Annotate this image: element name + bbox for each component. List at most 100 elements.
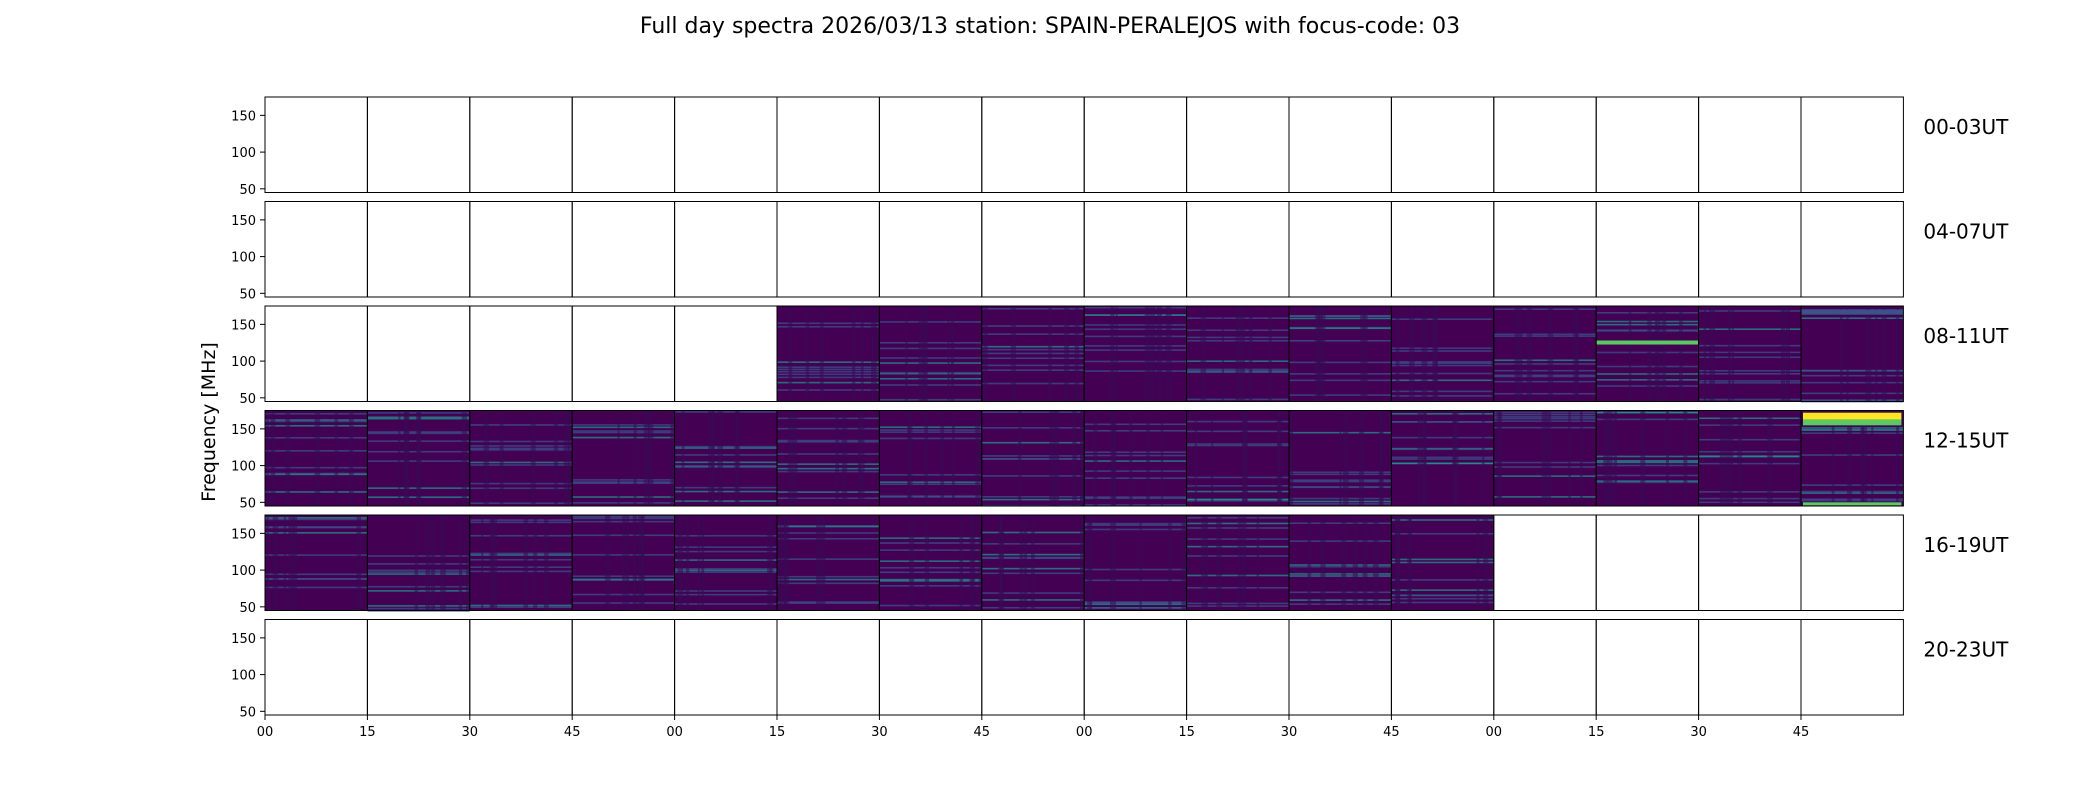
panel-frame — [1083, 619, 1188, 716]
spectrum-stripe — [819, 306, 824, 402]
spectrum-panel — [1800, 410, 1904, 507]
panel-frame — [1288, 201, 1392, 298]
spectrum-stripe — [1603, 410, 1609, 506]
spectrum-stripe — [1080, 515, 1086, 611]
spectrum-band — [469, 487, 573, 490]
spectrum-panel — [1595, 201, 1700, 298]
spectrum-band — [777, 601, 880, 603]
spectrum-stripe — [1496, 410, 1501, 506]
spectrum-band — [777, 417, 880, 420]
spectrum-stripe — [1080, 410, 1086, 506]
spectrum-band — [1596, 455, 1699, 458]
spectrum-band — [1084, 601, 1187, 603]
spectrum-band — [367, 607, 470, 610]
y-tick-label: 150 — [231, 423, 256, 438]
panel-frame — [1698, 619, 1802, 716]
spectrum-band — [265, 526, 368, 528]
spectrum-stripe — [1112, 410, 1117, 506]
spectrum-stripe — [1785, 306, 1790, 402]
spectrum-panel — [1595, 96, 1700, 193]
y-tick-label: 100 — [231, 355, 256, 370]
spectrum-panel — [1288, 305, 1392, 402]
spectrum-band — [1391, 594, 1494, 597]
spectrum-band — [879, 580, 982, 582]
spectrum-band — [777, 376, 880, 379]
spectrum-band — [777, 558, 880, 560]
spectrum-band — [572, 482, 675, 485]
spectrum-panel — [1595, 619, 1700, 716]
spectrum-stripe — [1452, 410, 1459, 506]
spectrum-panel — [1493, 619, 1597, 716]
spectrum-panel — [776, 96, 880, 193]
spectrum-stripe — [1221, 306, 1224, 402]
spectrum-stripe — [969, 515, 974, 611]
y-tick-label: 50 — [239, 496, 256, 511]
spectrum-band — [879, 496, 982, 498]
x-tick-label: 00 — [1486, 725, 1503, 740]
spectrum-band — [674, 546, 777, 548]
spectrum-band — [1289, 603, 1392, 605]
spectrum-band — [674, 569, 777, 572]
panel-frame — [1390, 201, 1495, 298]
spectrum-band — [674, 411, 777, 413]
spectrum-band — [572, 431, 675, 434]
panel-frame — [264, 619, 368, 716]
spectrum-stripe — [924, 515, 929, 611]
spectrum-panel — [1800, 96, 1904, 193]
spectrum-stripe — [533, 515, 538, 611]
spectrum-panel — [674, 514, 778, 611]
spectrum-band — [981, 441, 1085, 444]
panel-frame — [1800, 410, 1904, 507]
spectrum-stripe — [1703, 306, 1707, 402]
spectrum-stripe — [918, 306, 923, 402]
panel-frame — [981, 201, 1085, 298]
spectrum-band — [777, 366, 880, 369]
spectrum-panel — [1186, 514, 1290, 611]
spectrum-band — [1391, 601, 1494, 604]
spectrum-panel — [776, 201, 880, 298]
spectrum-band — [777, 578, 880, 581]
panel-frame — [1595, 619, 1700, 716]
spectrum-band — [1801, 490, 1904, 493]
spectrum-band — [469, 461, 573, 464]
panel-frame — [1186, 619, 1290, 716]
y-axis-label: Frequency [MHz] — [198, 342, 220, 502]
spectrum-band — [469, 449, 573, 451]
panel-frame — [776, 619, 880, 716]
spectrum-panel — [981, 201, 1085, 298]
spectrum-stripe — [1861, 410, 1867, 506]
spectrum-band — [1289, 379, 1392, 382]
spectrum-band — [981, 364, 1085, 367]
spectrum-stripe — [1268, 306, 1272, 402]
spectrum-band — [1084, 345, 1187, 347]
panel-frame — [1595, 96, 1700, 193]
spectrum-stripe — [1433, 306, 1438, 402]
burst-band — [1803, 419, 1902, 426]
spectrum-band — [367, 590, 470, 592]
panel-frame — [366, 305, 471, 402]
spectrum-band — [674, 590, 777, 592]
spectrum-panel — [981, 619, 1085, 716]
x-tick-label: 45 — [974, 725, 991, 740]
spectrum-stripe — [266, 410, 269, 506]
spectrum-band — [879, 604, 982, 607]
spectrum-stripe — [947, 306, 950, 402]
spectrum-band — [1698, 369, 1801, 372]
spectrum-panel — [264, 410, 368, 507]
spectrum-band — [1289, 591, 1392, 594]
spectrum-band — [1186, 443, 1289, 445]
spectrum-stripe — [1093, 410, 1098, 506]
spectrum-stripe — [998, 515, 1004, 611]
spectrum-stripe — [701, 515, 705, 611]
spectrum-stripe — [1320, 306, 1326, 402]
spectrum-band — [1289, 522, 1392, 524]
spectrum-stripe — [1358, 410, 1365, 506]
spectrum-band — [1596, 474, 1699, 477]
spectrum-stripe — [425, 515, 430, 611]
spectrum-band — [265, 518, 368, 521]
spectrum-stripe — [617, 410, 620, 506]
spectrum-band — [1186, 490, 1289, 493]
spectrum-panel — [469, 619, 573, 716]
x-tick-label: 00 — [257, 725, 274, 740]
spectrum-band — [879, 347, 982, 350]
